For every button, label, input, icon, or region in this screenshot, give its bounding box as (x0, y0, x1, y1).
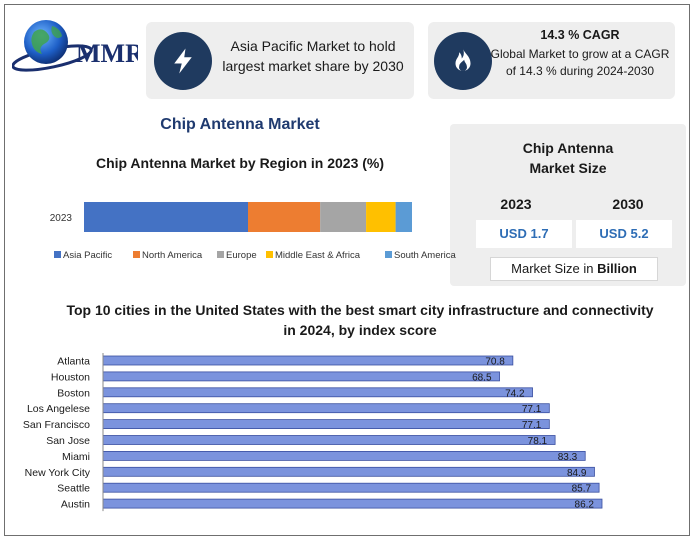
city-bar (102, 450, 586, 461)
cagr-title: 14.3 % CAGR (540, 28, 620, 42)
flame-icon (434, 32, 492, 90)
unit-prefix: Market Size in (511, 261, 598, 276)
city-value-label: 68.5 (472, 372, 492, 383)
city-value-label: 74.2 (505, 388, 525, 399)
cities-chart-title: Top 10 cities in the United States with … (66, 302, 654, 338)
region-chart-title: Chip Antenna Market by Region in 2023 (%… (95, 155, 385, 171)
legend-swatch (266, 251, 273, 258)
mmr-logo: MMR (12, 20, 138, 72)
legend-swatch (133, 251, 140, 258)
legend-label: South America (394, 250, 456, 261)
region-bar-segment (248, 202, 321, 232)
city-value-label: 77.1 (522, 404, 542, 415)
city-value-label: 70.8 (485, 357, 505, 368)
region-category-label: 2023 (50, 213, 73, 224)
unit-bold: Billion (597, 261, 637, 276)
city-label: Austin (61, 499, 90, 511)
city-label: Seattle (57, 483, 90, 495)
region-bar-segment (366, 202, 396, 232)
region-bar-segment (84, 202, 248, 232)
market-size-unit: Market Size in Billion (490, 257, 658, 281)
city-label: Boston (57, 387, 90, 399)
city-bar (102, 419, 550, 430)
city-label: Atlanta (57, 356, 90, 368)
value-2023: USD 1.7 (476, 220, 572, 248)
city-label: San Francisco (23, 419, 90, 431)
city-value-label: 84.9 (567, 468, 587, 479)
market-size-card: Chip Antenna Market Size 2023 2030 USD 1… (450, 124, 686, 286)
city-bar (102, 482, 600, 493)
city-bar (102, 435, 556, 445)
legend-label: Asia Pacific (63, 250, 112, 261)
city-value-label: 83.3 (558, 452, 578, 463)
city-label: Houston (51, 371, 90, 383)
year-2023-label: 2023 (500, 196, 532, 212)
market-size-title: Chip Antenna Market Size (450, 138, 686, 178)
region-bar-segment (320, 202, 367, 232)
legend-swatch (385, 251, 392, 258)
city-label: New York City (25, 467, 91, 479)
cagr-text: Global Market to grow at a CAGR of 14.3 … (490, 47, 670, 78)
asia-pacific-text: Asia Pacific Market to hold largest mark… (222, 38, 404, 74)
asia-pacific-card: Asia Pacific Market to hold largest mark… (146, 22, 414, 99)
city-label: Los Angelese (27, 403, 90, 415)
city-value-label: 86.2 (575, 500, 595, 511)
city-bar (102, 498, 603, 509)
city-bar (102, 387, 533, 398)
market-size-title-text: Chip Antenna Market Size (522, 140, 614, 176)
legend-swatch (217, 251, 224, 258)
city-value-label: 78.1 (528, 436, 548, 447)
city-bar (102, 403, 550, 414)
legend-label: North America (142, 250, 203, 261)
value-2030: USD 5.2 (576, 220, 672, 248)
legend-label: Europe (226, 250, 257, 261)
legend-label: Middle East & Africa (275, 250, 361, 261)
city-value-label: 77.1 (522, 420, 542, 431)
city-bar (102, 466, 595, 477)
legend-swatch (54, 251, 61, 258)
lightning-icon (154, 32, 212, 90)
region-bar-segment (395, 202, 412, 232)
year-2030-label: 2030 (612, 196, 644, 212)
section-title: Chip Antenna Market (160, 116, 320, 133)
city-value-label: 85.7 (572, 484, 592, 495)
city-bar (102, 355, 514, 366)
city-label: Miami (62, 451, 90, 463)
city-label: San Jose (46, 435, 90, 447)
logo-text: MMR (76, 39, 138, 68)
cagr-card: 14.3 % CAGR Global Market to grow at a C… (428, 22, 675, 99)
city-bar (102, 371, 500, 382)
